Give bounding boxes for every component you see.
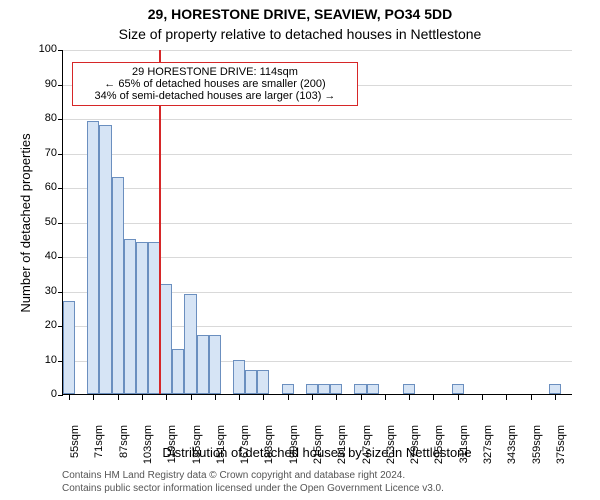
y-tick [58, 154, 63, 155]
x-tick [93, 395, 94, 400]
x-tick [433, 395, 434, 400]
histogram-bar [160, 284, 172, 394]
title-line-1: 29, HORESTONE DRIVE, SEAVIEW, PO34 5DD [0, 6, 600, 22]
y-tick [58, 223, 63, 224]
y-tick-label: 40 [29, 250, 57, 262]
y-tick-label: 70 [29, 147, 57, 159]
y-tick-label: 10 [29, 354, 57, 366]
y-tick-label: 20 [29, 319, 57, 331]
y-tick-label: 60 [29, 181, 57, 193]
y-tick-label: 50 [29, 216, 57, 228]
y-tick [58, 395, 63, 396]
histogram-bar [124, 239, 136, 394]
histogram-bar [367, 384, 379, 394]
histogram-bar [257, 370, 269, 394]
x-tick [142, 395, 143, 400]
x-tick [191, 395, 192, 400]
annotation-line: 29 HORESTONE DRIVE: 114sqm [76, 66, 354, 78]
x-tick [361, 395, 362, 400]
histogram-bar [403, 384, 415, 394]
gridline [63, 154, 572, 155]
x-tick [288, 395, 289, 400]
y-tick [58, 292, 63, 293]
x-tick [409, 395, 410, 400]
x-tick [69, 395, 70, 400]
y-tick-label: 100 [29, 43, 57, 55]
histogram-bar [354, 384, 366, 394]
x-tick [506, 395, 507, 400]
x-tick [118, 395, 119, 400]
annotation-line: 34% of semi-detached houses are larger (… [76, 90, 354, 102]
histogram-bar [330, 384, 342, 394]
annotation-line: ← 65% of detached houses are smaller (20… [76, 78, 354, 90]
histogram-bar [282, 384, 294, 394]
y-tick [58, 257, 63, 258]
x-tick [215, 395, 216, 400]
footer-line-1: Contains HM Land Registry data © Crown c… [62, 470, 600, 483]
x-tick [239, 395, 240, 400]
y-tick [58, 85, 63, 86]
histogram-bar [184, 294, 196, 394]
x-tick [166, 395, 167, 400]
histogram-bar [136, 242, 148, 394]
gridline [63, 223, 572, 224]
title-line-2: Size of property relative to detached ho… [0, 26, 600, 42]
histogram-bar [245, 370, 257, 394]
gridline [63, 188, 572, 189]
footer-line-2: Contains public sector information licen… [62, 483, 600, 496]
y-tick [58, 119, 63, 120]
x-tick [555, 395, 556, 400]
histogram-bar [63, 301, 75, 394]
chart-root: 29, HORESTONE DRIVE, SEAVIEW, PO34 5DD S… [0, 0, 600, 500]
x-tick [531, 395, 532, 400]
histogram-bar [549, 384, 561, 394]
x-tick [263, 395, 264, 400]
x-tick [458, 395, 459, 400]
annotation-box: 29 HORESTONE DRIVE: 114sqm← 65% of detac… [72, 62, 358, 106]
gridline [63, 50, 572, 51]
y-tick [58, 50, 63, 51]
histogram-bar [87, 121, 99, 394]
histogram-bar [318, 384, 330, 394]
histogram-bar [99, 125, 111, 394]
histogram-bar [112, 177, 124, 394]
x-tick [385, 395, 386, 400]
plot-area: 010203040506070809010055sqm71sqm87sqm103… [62, 50, 572, 395]
y-tick-label: 0 [29, 388, 57, 400]
y-tick-label: 90 [29, 78, 57, 90]
y-tick [58, 188, 63, 189]
attribution-footer: Contains HM Land Registry data © Crown c… [0, 470, 600, 495]
histogram-bar [233, 360, 245, 395]
histogram-bar [197, 335, 209, 394]
gridline [63, 119, 572, 120]
x-tick [312, 395, 313, 400]
x-tick [336, 395, 337, 400]
histogram-bar [306, 384, 318, 394]
histogram-bar [172, 349, 184, 394]
y-tick-label: 30 [29, 285, 57, 297]
y-tick-label: 80 [29, 112, 57, 124]
histogram-bar [209, 335, 221, 394]
histogram-bar [452, 384, 464, 394]
x-tick [482, 395, 483, 400]
